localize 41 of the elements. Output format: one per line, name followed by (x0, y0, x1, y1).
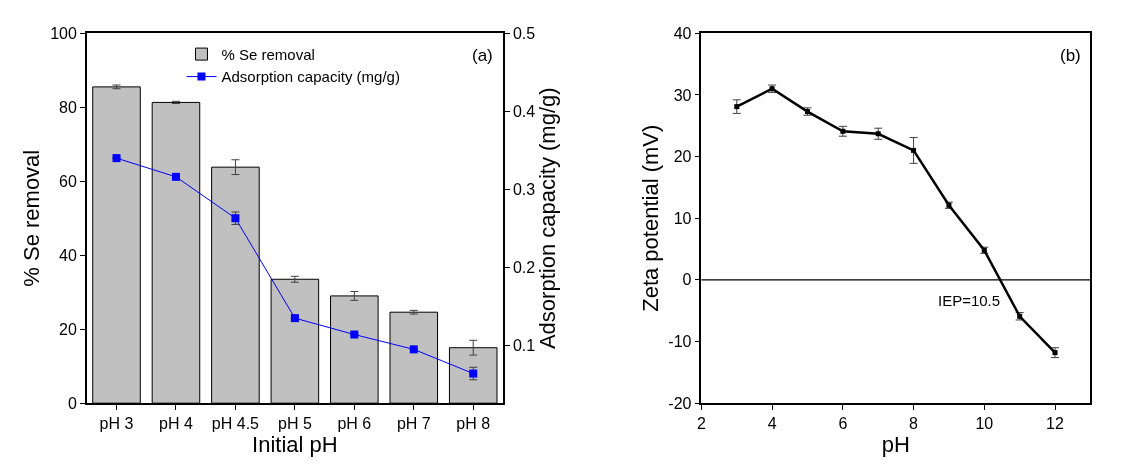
x-tick-label: pH 5 (277, 415, 312, 433)
x-tick-label: 4 (767, 415, 777, 433)
y-tick-label: 40 (673, 24, 692, 42)
x-tick-label: pH 4 (159, 415, 193, 433)
x-tick-label: 8 (909, 415, 919, 433)
y-tick-label: 20 (59, 320, 77, 338)
x-tick-label: 6 (838, 415, 848, 433)
y-tick-label: 40 (59, 246, 77, 264)
x-tick-label: pH 3 (99, 415, 134, 433)
y-tick-label: 10 (673, 209, 692, 227)
y-tick-label: -20 (668, 394, 692, 412)
x-tick-label: pH 7 (396, 415, 431, 433)
x-axis-title: pH (881, 432, 910, 458)
x-tick-label: 2 (696, 415, 706, 433)
legend-label: Adsorption capacity (mg/g) (221, 68, 400, 86)
annotation: (b) (1060, 46, 1081, 65)
y2-tick-label: 0.1 (512, 337, 536, 355)
y-tick-label: 20 (673, 148, 692, 166)
y-tick-label: 100 (50, 24, 77, 42)
y-tick-label: 0 (682, 271, 692, 289)
x-tick-label: 10 (975, 415, 994, 433)
annotation: IEP=10.5 (938, 292, 1001, 309)
y-tick-label: 30 (673, 86, 692, 104)
x-tick-label: pH 4.5 (211, 415, 260, 433)
y2-tick-label: 0.3 (512, 180, 536, 198)
y-tick-label: 80 (59, 98, 77, 116)
y-axis-title: Zeta potential (mV) (637, 124, 663, 312)
x-tick-label: pH 6 (337, 415, 372, 433)
x-axis-title: Initial pH (252, 432, 338, 458)
y-axis-title: % Se removal (19, 149, 45, 287)
y2-axis-title: Adsorption capacity (mg/g) (535, 87, 561, 350)
x-tick-label: pH 8 (456, 415, 491, 433)
legend-label: % Se removal (221, 45, 315, 63)
y2-tick-label: 0.2 (512, 258, 536, 276)
x-tick-label: 12 (1046, 415, 1065, 433)
y2-tick-label: 0.5 (512, 24, 536, 42)
y2-tick-label: 0.4 (512, 102, 536, 120)
y-tick-label: -10 (668, 333, 692, 351)
y-tick-label: 60 (59, 172, 77, 190)
annotation: (a) (472, 46, 493, 65)
y-tick-label: 0 (67, 394, 77, 412)
